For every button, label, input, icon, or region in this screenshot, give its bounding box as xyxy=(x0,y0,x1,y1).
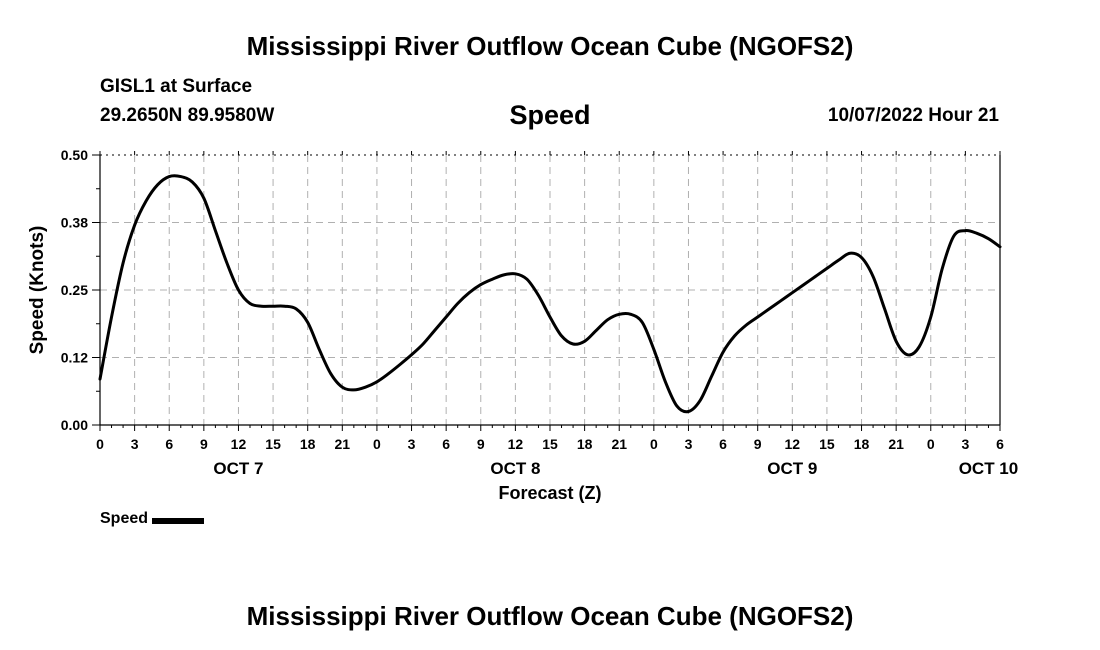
x-axis-title: Forecast (Z) xyxy=(498,483,602,503)
y-tick-label: 0.38 xyxy=(61,215,88,231)
date-label: OCT 10 xyxy=(959,459,1019,478)
x-tick-label: 3 xyxy=(961,436,969,452)
x-tick-label: 3 xyxy=(408,436,416,452)
y-tick-label: 0.00 xyxy=(61,417,88,433)
x-tick-label: 12 xyxy=(231,436,247,452)
x-tick-label: 15 xyxy=(819,436,835,452)
y-axis-title: Speed (Knots) xyxy=(27,226,48,355)
x-tick-label: 18 xyxy=(854,436,870,452)
legend-line-swatch xyxy=(152,517,205,524)
x-tick-label: 6 xyxy=(442,436,450,452)
y-tick-label: 0.25 xyxy=(61,282,88,298)
axis-layer xyxy=(92,151,1001,431)
label-layer: 0 3 6 9 12 15 18 21 0 3 6 9 12 15 18 21 0 3 6 9 12 15 18 21 0 3 6 O… xyxy=(27,147,1018,478)
datetime-label: 10/07/2022 Hour 21 xyxy=(827,105,999,126)
station-label: GISL1 at Surface xyxy=(100,76,253,97)
y-tick-label: 0.50 xyxy=(61,147,88,163)
line-layer xyxy=(98,174,1002,414)
y-tick-label: 0.12 xyxy=(61,350,88,366)
x-tick-label: 21 xyxy=(888,436,904,452)
date-label: OCT 8 xyxy=(490,459,540,478)
x-tick-label: 9 xyxy=(477,436,485,452)
legend-label: Speed xyxy=(100,510,149,527)
x-tick-label: 9 xyxy=(200,436,208,452)
x-tick-label: 9 xyxy=(754,436,762,452)
grid-layer xyxy=(100,154,1000,425)
x-tick-label: 3 xyxy=(685,436,693,452)
x-tick-label: 6 xyxy=(996,436,1004,452)
x-tick-label: 6 xyxy=(719,436,727,452)
x-tick-label: 18 xyxy=(577,436,593,452)
x-tick-label: 12 xyxy=(508,436,524,452)
legend: Speed xyxy=(100,510,205,528)
x-tick-label: 0 xyxy=(927,436,935,452)
coordinates-label: 29.2650N 89.9580W xyxy=(100,105,275,126)
x-tick-label: 0 xyxy=(96,436,104,452)
x-tick-label: 6 xyxy=(165,436,173,452)
date-label: OCT 9 xyxy=(767,459,817,478)
x-tick-label: 15 xyxy=(265,436,281,452)
chart-title-bottom: Mississippi River Outflow Ocean Cube (NG… xyxy=(246,601,854,631)
x-tick-label: 3 xyxy=(131,436,139,452)
x-tick-label: 15 xyxy=(542,436,558,452)
x-tick-label: 0 xyxy=(650,436,658,452)
x-tick-label: 21 xyxy=(335,436,351,452)
x-tick-label: 18 xyxy=(300,436,316,452)
x-tick-label: 0 xyxy=(373,436,381,452)
x-tick-label: 21 xyxy=(611,436,627,452)
x-tick-label: 12 xyxy=(785,436,801,452)
series-line-speed xyxy=(98,174,1002,414)
chart-title-top: Mississippi River Outflow Ocean Cube (NG… xyxy=(246,31,854,61)
date-label: OCT 7 xyxy=(213,459,263,478)
variable-title: Speed xyxy=(509,100,591,130)
